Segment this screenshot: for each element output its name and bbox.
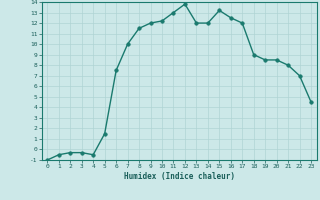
X-axis label: Humidex (Indice chaleur): Humidex (Indice chaleur) — [124, 172, 235, 181]
